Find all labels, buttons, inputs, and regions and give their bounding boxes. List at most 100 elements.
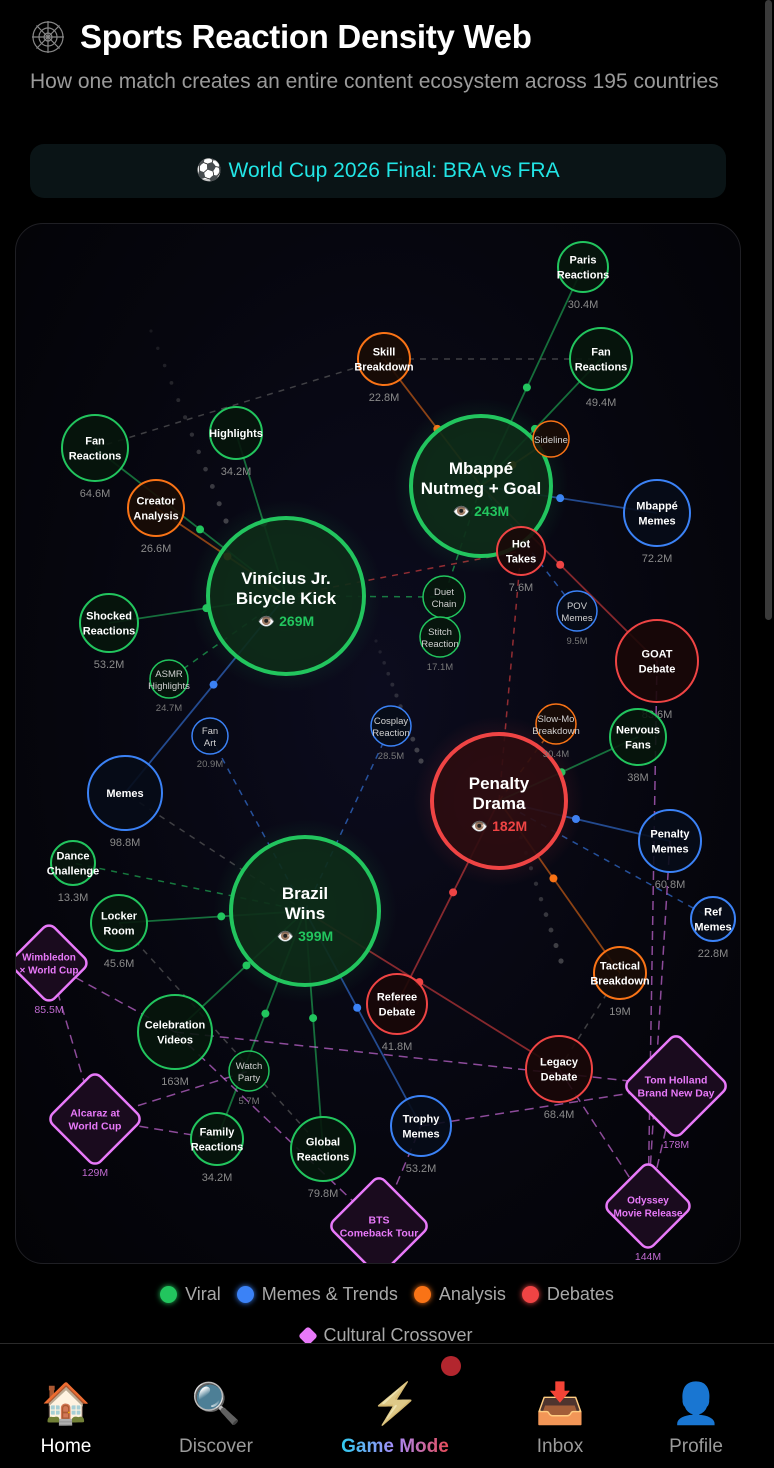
node-circle (90, 894, 148, 952)
node-dance[interactable]: Dance Challenge 13.3M (47, 840, 100, 904)
node-fanR[interactable]: Fan Reactions 49.4M (569, 327, 633, 409)
node-paris[interactable]: Paris Reactions 30.4M (557, 241, 610, 311)
node-mmemes[interactable]: Mbappé Memes 72.2M (623, 479, 691, 565)
page-scrollbar[interactable] (765, 0, 772, 620)
node-label: Breakdown (590, 976, 650, 988)
node-creator[interactable]: Creator Analysis 26.6M (127, 479, 185, 555)
node-memes[interactable]: Memes 98.8M (87, 755, 163, 849)
edge-pulse-dot (209, 680, 218, 689)
particle-dot (533, 881, 539, 886)
node-value: 98.8M (110, 837, 141, 849)
node-pmemes[interactable]: Penalty Memes 60.8M (638, 809, 702, 891)
node-label: Takes (506, 554, 536, 566)
node-nervous[interactable]: Nervous Fans 38M (609, 708, 667, 784)
viral-dot-icon (160, 1286, 178, 1303)
particle-dot (196, 449, 201, 455)
node-label: Challenge (47, 866, 100, 878)
node-label: Art (204, 738, 217, 749)
node-value: 34.2M (202, 1172, 233, 1184)
node-circle (638, 809, 702, 873)
edge-celebration-tom (174, 1031, 677, 1087)
nav-home[interactable]: 🏠 Home (6, 1344, 126, 1458)
node-trophy[interactable]: Trophy Memes 53.2M (390, 1095, 452, 1175)
edge-brazil-cosplay (304, 725, 392, 912)
density-web-canvas: Vinícius Jr. Bicycle Kick 👁️ 269M Mbappé Nut… (15, 223, 741, 1264)
node-referee[interactable]: Referee Debate 41.8M (366, 973, 428, 1053)
legend-row-1: Viral Memes & Trends Analysis Debates (0, 1284, 774, 1305)
edge-pulse-dot (353, 1003, 362, 1012)
node-value: 22.8M (698, 948, 729, 960)
particle-dot (382, 661, 386, 665)
node-highlights[interactable]: Highlights 34.2M (209, 406, 263, 478)
nodes-layer: Vinícius Jr.Bicycle Kick👁️ 269MMbappéNut… (15, 241, 736, 1264)
node-circle (50, 840, 96, 886)
node-refmemes[interactable]: Ref Memes 22.8M (690, 896, 736, 960)
hub-value: 👁️ 269M (258, 613, 314, 629)
hub-circle (430, 732, 568, 870)
particle-dot (149, 329, 153, 333)
nav-discover[interactable]: 🔍 Discover (156, 1344, 276, 1458)
node-circle (556, 590, 598, 632)
node-label: Legacy (540, 1057, 579, 1069)
node-value: 5.7M (238, 1096, 259, 1107)
node-circle (609, 708, 667, 766)
node-label: × World Cup (20, 966, 79, 977)
node-family[interactable]: Family Reactions 34.2M (190, 1112, 244, 1184)
legend-viral: Viral (160, 1284, 221, 1305)
page-subtitle: How one match creates an entire content … (30, 70, 719, 93)
node-circle (127, 479, 185, 537)
node-vinicius[interactable]: Vinícius Jr.Bicycle Kick 👁️ 269M (190, 500, 382, 692)
nav-profile[interactable]: 👤 Profile (636, 1344, 756, 1458)
node-label: POV (567, 601, 588, 612)
node-value: 28.5M (378, 751, 404, 762)
node-odyssey[interactable]: Odyssey Movie Release 144M (603, 1161, 693, 1263)
node-hot[interactable]: Hot Takes 7.6M (496, 526, 546, 594)
node-wimbledon[interactable]: Wimbledon × World Cup 85.5M (15, 922, 90, 1016)
node-skill[interactable]: Skill Breakdown 22.8M (354, 332, 414, 404)
node-circle (569, 327, 633, 391)
node-sideline[interactable]: Sideline (532, 420, 570, 458)
node-tactical[interactable]: Tactical Breakdown 19M (590, 946, 650, 1018)
node-label: Locker (101, 911, 138, 923)
node-circle (615, 619, 699, 703)
edge-pulse-dot (549, 874, 558, 883)
node-circle (525, 1035, 593, 1103)
particle-dot (418, 758, 424, 764)
legend-label: Analysis (438, 1284, 506, 1304)
node-global[interactable]: Global Reactions 79.8M (290, 1116, 356, 1200)
legend-label: Memes & Trends (261, 1284, 398, 1304)
nav-inbox[interactable]: 📥 Inbox (500, 1344, 620, 1458)
node-label: Fan (85, 436, 105, 448)
node-value: 19M (609, 1006, 630, 1018)
node-label: Reaction (372, 728, 410, 739)
node-circle (370, 705, 412, 747)
node-label: Highlights (209, 428, 263, 440)
nav-game-mode[interactable]: ⚡ Game Mode (335, 1344, 455, 1458)
node-fanL[interactable]: Fan Reactions 64.6M (61, 414, 129, 500)
node-label: Duet (434, 587, 454, 598)
particle-dot (538, 896, 544, 902)
node-label: BTS (369, 1215, 390, 1227)
node-locker[interactable]: Locker Room 45.6M (90, 894, 148, 970)
node-shocked[interactable]: Shocked Reactions 53.2M (79, 593, 139, 671)
node-legacy[interactable]: Legacy Debate 68.4M (525, 1035, 593, 1121)
particle-dot (558, 958, 564, 964)
edge-bts-celebration (174, 1031, 380, 1227)
hub-label: Mbappé (449, 459, 513, 478)
node-circle (87, 755, 163, 831)
node-celebration[interactable]: Celebration Videos 163M (137, 994, 213, 1088)
